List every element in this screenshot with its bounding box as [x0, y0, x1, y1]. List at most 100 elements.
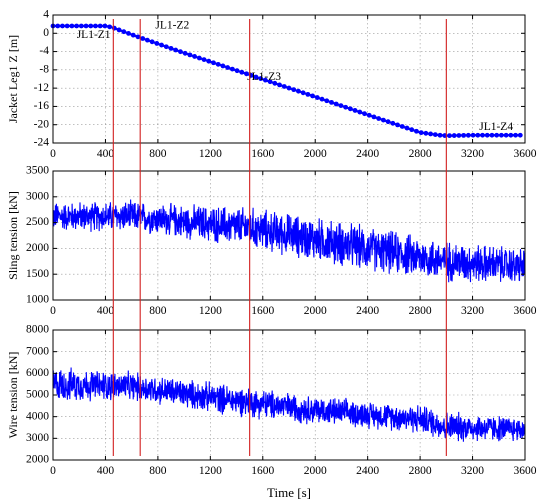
- series-marker: [74, 23, 79, 29]
- series-marker: [494, 132, 500, 138]
- series-line: [52, 367, 526, 442]
- annotation-label: JL1-Z2: [155, 20, 189, 32]
- series-marker: [88, 23, 94, 29]
- series-marker: [418, 130, 424, 136]
- series-marker: [451, 133, 457, 138]
- series-marker: [362, 111, 367, 117]
- series-marker: [178, 49, 183, 55]
- series-marker: [404, 125, 410, 131]
- x-tick-label: 800: [149, 148, 167, 160]
- y-axis-label: Wire tension [kN]: [6, 352, 20, 439]
- series-marker: [366, 112, 372, 118]
- x-tick-label: 3600: [514, 465, 537, 477]
- series-marker: [244, 71, 249, 77]
- y-tick-label: 4000: [26, 410, 49, 422]
- series-marker: [381, 117, 386, 123]
- series-marker: [111, 25, 117, 31]
- annotation-label: JL1-Z1: [77, 29, 111, 41]
- series-marker: [201, 57, 207, 63]
- series-marker: [305, 91, 311, 97]
- series-marker: [314, 95, 320, 100]
- series-marker: [97, 23, 103, 29]
- series-marker: [414, 128, 419, 134]
- x-tick-label: 1600: [251, 305, 274, 317]
- x-tick-label: 1600: [251, 148, 274, 160]
- series-marker: [69, 23, 75, 29]
- series-marker: [480, 132, 485, 138]
- y-tick-label: 0: [43, 27, 49, 39]
- x-tick-label: 3200: [461, 305, 484, 317]
- series-marker: [432, 132, 438, 138]
- series-marker: [187, 52, 193, 58]
- y-tick-label: -8: [39, 63, 49, 75]
- series-marker: [319, 96, 325, 102]
- series-marker: [173, 47, 179, 53]
- series-marker: [395, 122, 400, 128]
- series-marker: [329, 99, 334, 105]
- x-tick-label: 2000: [304, 465, 327, 477]
- series-marker: [229, 66, 235, 72]
- series-marker: [192, 54, 198, 59]
- series-marker: [149, 39, 155, 45]
- panel-1: JL1-Z1 JL1-Z2 JL1-Z3 JL1-Z4 0 400 800 1200 1600 2…: [6, 9, 537, 160]
- y-tick-label: -16: [34, 100, 50, 112]
- panel-3: 0 400 800 1200 1600 2000 2400 2800 3200 3600 8000 7…: [6, 324, 537, 477]
- series-marker: [263, 77, 268, 83]
- series-marker: [499, 132, 504, 138]
- plot-frame: [52, 170, 526, 301]
- x-tick-label: 0: [50, 305, 56, 317]
- x-tick-label: 400: [97, 305, 115, 317]
- series-marker: [220, 63, 226, 69]
- series-marker: [390, 120, 396, 126]
- series-marker: [517, 132, 523, 138]
- panel-2: 0 400 800 1200 1600 2000 2400 2800 3200 3600 3500 3…: [6, 165, 537, 317]
- x-tick-label: 1200: [199, 305, 222, 317]
- x-tick-label: 2800: [409, 305, 432, 317]
- series-marker: [140, 36, 146, 41]
- x-tick-label: 1200: [199, 465, 222, 477]
- series-line: [53, 24, 523, 137]
- series-marker: [296, 88, 301, 94]
- x-tick-label: 1200: [199, 148, 222, 160]
- y-tick-label: 2000: [26, 242, 49, 254]
- y-tick-label: 1000: [26, 294, 49, 306]
- series-marker: [239, 69, 245, 75]
- y-tick-label: 7000: [26, 345, 49, 357]
- x-tick-label: 3200: [461, 148, 484, 160]
- series-marker: [461, 132, 467, 138]
- series-marker: [371, 114, 377, 120]
- x-tick-label: 2000: [304, 148, 327, 160]
- series-marker: [357, 109, 363, 115]
- series-marker: [253, 74, 259, 80]
- y-tick-label: 2500: [26, 216, 49, 228]
- series-marker: [399, 124, 405, 129]
- y-tick-label: -24: [34, 137, 50, 149]
- series-marker: [258, 76, 264, 81]
- x-tick-label: 400: [97, 148, 115, 160]
- series-marker: [225, 65, 231, 70]
- series-marker: [447, 133, 452, 139]
- x-tick-label: 2400: [356, 465, 379, 477]
- y-tick-label: 5000: [26, 389, 49, 401]
- x-tick-label: 3200: [461, 465, 484, 477]
- series-marker: [272, 80, 278, 86]
- series-marker: [121, 29, 127, 35]
- series-marker: [78, 23, 84, 29]
- annotation-label: JL1-Z3: [247, 71, 281, 83]
- event-lines: [112, 19, 447, 456]
- annotation-label: JL1-Z4: [479, 121, 513, 133]
- series-marker: [145, 37, 150, 43]
- x-tick-label: 0: [50, 148, 56, 160]
- series-marker: [83, 23, 89, 29]
- x-tick-label: 0: [50, 465, 56, 477]
- series-marker: [503, 132, 509, 138]
- y-axis-label: Sling tension [kN]: [6, 191, 20, 280]
- x-tick-label: 1600: [251, 465, 274, 477]
- series-marker: [116, 27, 122, 33]
- series-marker: [385, 119, 391, 125]
- x-tick-label: 800: [149, 465, 167, 477]
- series-marker: [484, 132, 490, 138]
- x-tick-label: 2800: [409, 465, 432, 477]
- series-marker: [102, 23, 108, 29]
